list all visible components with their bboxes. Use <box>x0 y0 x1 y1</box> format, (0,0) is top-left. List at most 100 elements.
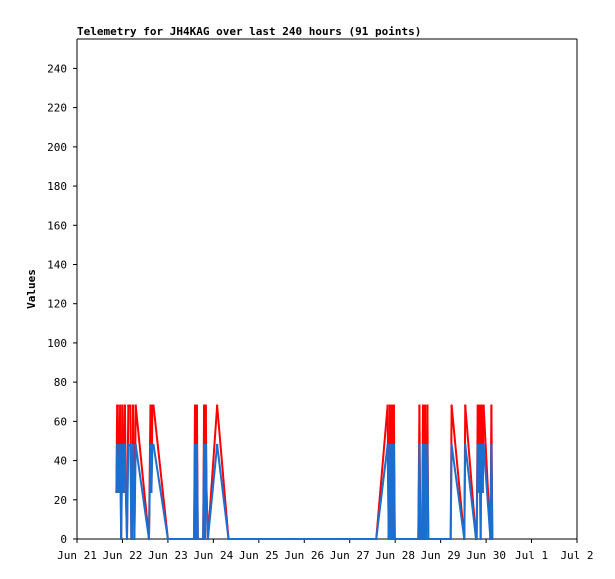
series-point-1-11 <box>127 444 129 446</box>
series-point-1-46 <box>390 538 392 540</box>
series-point-1-76 <box>491 538 493 540</box>
series-point-1-66 <box>476 538 478 540</box>
series-point-0-69 <box>479 405 481 407</box>
series-point-1-5 <box>120 538 122 540</box>
series-point-1-31 <box>203 444 205 446</box>
series-point-1-9 <box>125 491 127 493</box>
series-point-0-62 <box>451 405 453 407</box>
series-point-1-56 <box>423 538 425 540</box>
series-point-1-73 <box>483 444 485 446</box>
series-point-1-42 <box>375 538 377 540</box>
y-tick-label: 220 <box>47 102 67 115</box>
series-segment-1 <box>426 443 430 541</box>
y-tick-label: 100 <box>47 337 67 350</box>
y-tick-label: 140 <box>47 258 67 271</box>
series-segment-1 <box>195 443 199 541</box>
y-tick-label: 240 <box>47 62 67 75</box>
series-point-0-19 <box>149 405 152 407</box>
series-point-1-8 <box>124 444 126 446</box>
series-point-0-43 <box>387 405 389 407</box>
series-segment-1 <box>206 443 219 541</box>
x-ticks: Jun 21 Jun 22 Jun 23 Jun 24 Jun 25 Jun 26 Jun … <box>57 539 594 562</box>
series-point-1-68 <box>478 491 480 493</box>
series-segment-1 <box>392 443 396 541</box>
series-point-1-36 <box>216 444 218 446</box>
series-segment-1 <box>464 443 478 541</box>
series-point-0-28 <box>196 405 198 407</box>
x-tick-label: Jun 24 <box>193 549 233 562</box>
series-point-1-30 <box>202 538 204 540</box>
series-point-1-43 <box>387 444 389 446</box>
series-point-1-59 <box>426 444 428 446</box>
series-point-1-38 <box>258 538 260 540</box>
series-point-0-55 <box>422 405 424 407</box>
series-point-1-70 <box>479 538 482 540</box>
series-point-0-52 <box>418 405 421 407</box>
series-point-1-37 <box>227 538 230 540</box>
series-point-1-67 <box>477 444 479 446</box>
x-tick-label: Jun 29 <box>421 549 461 562</box>
chart-title: Telemetry for JH4KAG over last 240 hours… <box>77 25 421 38</box>
series-point-1-51 <box>417 538 419 540</box>
series-point-0-21 <box>151 405 153 407</box>
series-point-1-28 <box>196 444 198 446</box>
y-tick-label: 20 <box>54 494 67 507</box>
series-point-1-3 <box>118 491 120 493</box>
series-point-1-14 <box>131 538 133 540</box>
y-tick-label: 60 <box>54 415 67 428</box>
series-point-1-55 <box>422 444 424 446</box>
x-tick-label: Jul 1 <box>515 549 548 562</box>
series-point-0-75 <box>490 405 492 407</box>
series-segment-1 <box>490 443 494 541</box>
series-point-1-40 <box>303 538 305 540</box>
series-point-1-19 <box>149 444 152 446</box>
series-segment-1 <box>123 443 127 493</box>
series-segment-1 <box>152 443 170 541</box>
series-segment-1 <box>482 443 492 541</box>
series-point-1-48 <box>392 538 394 540</box>
series-segment-1 <box>418 443 422 541</box>
series-point-0-17 <box>135 405 137 407</box>
series-segment-1 <box>216 443 230 541</box>
series-point-0-31 <box>203 405 205 407</box>
series-point-0-64 <box>464 405 466 407</box>
series-point-1-54 <box>421 538 423 540</box>
series-point-1-69 <box>479 444 481 446</box>
x-tick-label: Jun 27 <box>330 549 370 562</box>
series-segment-1 <box>463 443 467 541</box>
series-group-1 <box>115 443 494 541</box>
series-point-0-57 <box>424 405 426 407</box>
series-point-1-72 <box>482 491 484 493</box>
series-point-1-61 <box>450 538 452 540</box>
series-point-1-47 <box>391 444 393 446</box>
x-tick-label: Jun 26 <box>284 549 324 562</box>
y-tick-label: 180 <box>47 180 67 193</box>
series-point-0-73 <box>483 405 485 407</box>
series-point-0-49 <box>393 405 395 407</box>
series-point-1-29 <box>197 538 199 540</box>
y-tick-label: 160 <box>47 219 67 232</box>
series-point-1-27 <box>195 538 197 540</box>
series-point-1-50 <box>394 538 396 540</box>
series-point-1-4 <box>119 444 121 446</box>
series-point-1-44 <box>388 538 390 540</box>
x-tick-label: Jun 23 <box>148 549 188 562</box>
series-point-1-23 <box>167 538 169 540</box>
series-point-1-12 <box>129 444 132 446</box>
x-tick-label: Jun 30 <box>466 549 506 562</box>
series-point-1-22 <box>152 444 155 446</box>
series-segment-1 <box>449 443 453 541</box>
y-tick-label: 80 <box>54 376 67 389</box>
series-point-1-17 <box>135 444 137 446</box>
series-point-1-34 <box>205 491 208 493</box>
series-point-1-75 <box>490 444 492 446</box>
series-point-0-6 <box>121 405 124 407</box>
series-point-1-71 <box>480 444 483 446</box>
series-point-1-18 <box>148 538 150 540</box>
series-point-1-45 <box>389 444 391 446</box>
y-tick-label: 0 <box>60 533 67 546</box>
series-segment-1 <box>133 443 137 541</box>
series-point-1-15 <box>132 444 134 446</box>
series-point-0-36 <box>216 405 218 407</box>
y-axis-label: Values <box>25 269 38 309</box>
